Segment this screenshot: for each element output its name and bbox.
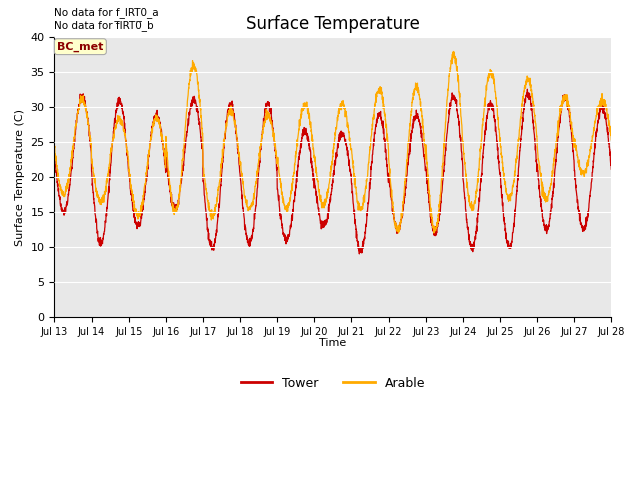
Arable [537, 173, 545, 179]
Legend: Tower, Arable: Tower, Arable [236, 372, 430, 395]
Tower [264, 100, 272, 106]
Line: Tower: Tower [54, 89, 611, 254]
Arable [147, 136, 155, 142]
Tower [597, 106, 605, 112]
Arable [114, 113, 122, 119]
Tower [355, 251, 363, 257]
Text: BC_met: BC_met [57, 42, 104, 52]
Tower [51, 151, 58, 157]
Tower [288, 212, 296, 217]
Y-axis label: Surface Temperature (C): Surface Temperature (C) [15, 109, 25, 246]
Arable [288, 180, 296, 186]
Arable [264, 113, 272, 119]
X-axis label: Time: Time [319, 338, 346, 348]
Line: Arable: Arable [54, 51, 611, 233]
Tower [524, 86, 531, 92]
Tower [114, 99, 122, 105]
Tower [607, 167, 615, 172]
Arable [430, 230, 438, 236]
Tower [147, 136, 155, 142]
Arable [450, 48, 458, 54]
Arable [51, 142, 58, 148]
Arable [597, 97, 605, 103]
Tower [537, 196, 545, 202]
Title: Surface Temperature: Surface Temperature [246, 15, 420, 33]
Text: No data for f_IRT0_a
No data for f̅IRT0̅_b: No data for f_IRT0_a No data for f̅IRT0̅… [54, 7, 159, 31]
Arable [607, 137, 615, 143]
